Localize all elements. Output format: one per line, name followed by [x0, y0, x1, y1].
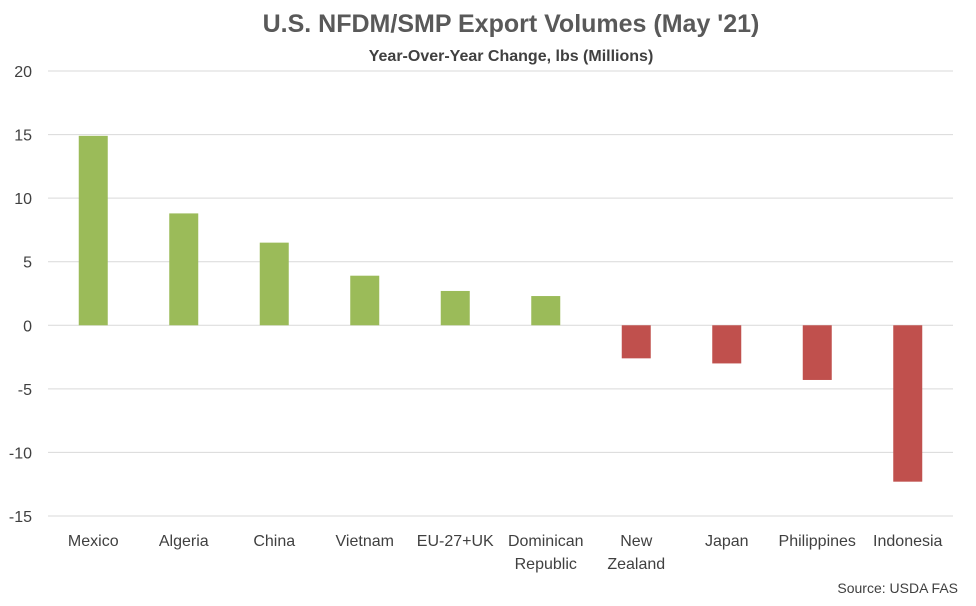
y-tick-label: 0 — [23, 318, 32, 335]
y-tick-label: 15 — [14, 128, 32, 145]
bar-new-zealand — [621, 325, 651, 359]
bar-japan — [712, 325, 742, 364]
bars — [78, 135, 923, 482]
bar-philippines — [802, 325, 832, 380]
chart-subtitle: Year-Over-Year Change, lbs (Millions) — [369, 48, 654, 65]
y-tick-label: 10 — [14, 191, 32, 208]
x-category-label: Dominican Republic — [508, 533, 584, 573]
source-note: Source: USDA FAS — [837, 580, 958, 596]
chart-title: U.S. NFDM/SMP Export Volumes (May '21) — [263, 10, 760, 38]
x-category-label: Algeria — [159, 533, 209, 550]
x-category-label: Vietnam — [336, 533, 394, 550]
y-tick-label: -15 — [9, 509, 32, 526]
x-category-label: EU-27+UK — [417, 533, 494, 550]
bar-dominican-republic — [531, 296, 561, 326]
y-tick-label: -10 — [9, 445, 32, 462]
x-category-label: Indonesia — [873, 533, 942, 550]
x-category-label: Philippines — [779, 533, 856, 550]
gridlines — [48, 70, 953, 517]
y-axis-tick-labels: 20 15 10 5 0 -5 -10 -15 — [9, 64, 32, 526]
bar-eu-27-uk — [440, 290, 470, 326]
bar-indonesia — [893, 325, 923, 482]
x-category-label: Mexico — [68, 533, 119, 550]
y-tick-label: 20 — [14, 64, 32, 81]
bar-mexico — [78, 135, 108, 326]
bar-china — [259, 242, 289, 326]
y-tick-label: 5 — [23, 255, 32, 272]
y-tick-label: -5 — [18, 382, 32, 399]
bar-vietnam — [350, 275, 380, 326]
x-category-label: China — [253, 533, 295, 550]
bar-algeria — [169, 213, 199, 326]
x-category-label: Japan — [705, 533, 749, 550]
x-category-label: New Zealand — [607, 533, 665, 573]
x-axis-category-labels: Mexico Algeria China Vietnam EU-27+UK Dominic… — [68, 533, 943, 573]
